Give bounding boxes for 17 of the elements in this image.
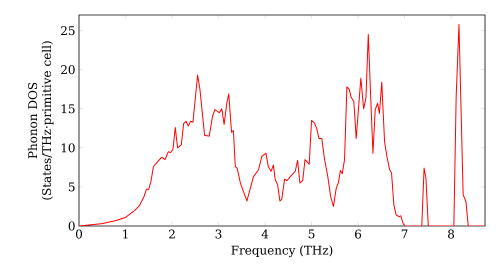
x-tick-label: 1 — [123, 230, 128, 238]
y-tick-label: 0 — [68, 221, 75, 231]
x-tick-label: 4 — [262, 230, 268, 238]
y-tick-label: 20 — [61, 65, 75, 74]
x-tick-label: 8 — [448, 230, 454, 239]
x-tick-label: 0 — [76, 230, 82, 239]
x-tick-label: 7 — [402, 230, 408, 238]
y-axis-title: Phonon DOS (States/THz·primitive cell) — [28, 41, 54, 200]
x-axis-title: Frequency (THz) — [231, 245, 332, 258]
x-tick-label: 5 — [308, 230, 314, 238]
x-tick-label: 3 — [216, 230, 222, 239]
y-tick-label: 15 — [62, 104, 75, 114]
y-tick-label: 5 — [68, 182, 75, 192]
y-tick-label: 10 — [62, 143, 75, 152]
x-tick-label: 2 — [169, 230, 175, 238]
x-tick-label: 6 — [355, 230, 362, 239]
y-tick-label: 25 — [61, 26, 75, 36]
